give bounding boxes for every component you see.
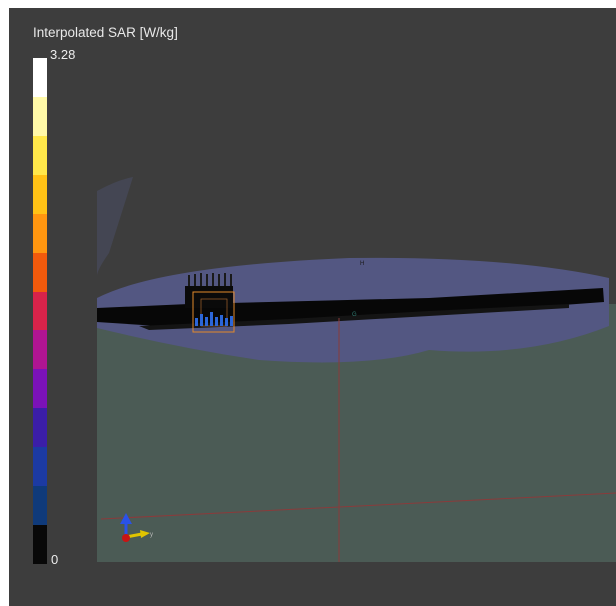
viewport-3d[interactable]: H G y Interpolated SAR [W/kg] 3.28 0 (9, 8, 616, 606)
x-axis-arrow-icon (140, 530, 150, 538)
colorbar-swatch (33, 525, 47, 564)
colorbar-swatch (33, 96, 47, 136)
colorbar-swatch (33, 369, 47, 409)
z-axis-arrow-icon (120, 513, 132, 524)
colorbar-swatch (33, 330, 47, 370)
antenna-fins (188, 273, 232, 286)
horizontal-axis-line (100, 492, 616, 520)
colorbar-swatch (33, 135, 47, 175)
colorbar-swatch (33, 252, 47, 292)
marker-g: G (352, 312, 357, 318)
legend-max-label: 3.28 (50, 47, 76, 62)
colorbar-swatch (33, 291, 47, 331)
colorbar-swatch (33, 213, 47, 253)
axis-triad[interactable]: y (120, 513, 153, 542)
ghost-model-shape (97, 177, 133, 276)
origin-icon (122, 534, 130, 542)
legend-min-label: 0 (51, 552, 59, 567)
sar-colorbar (33, 58, 47, 564)
antenna-block (185, 286, 233, 308)
axis-label-y: y (150, 532, 153, 538)
colorbar-swatch (33, 58, 47, 97)
marker-h: H (360, 261, 364, 267)
phone-slab-edge (139, 304, 569, 330)
sar-hotspots (195, 312, 233, 326)
phone-slab (97, 288, 604, 328)
sensor-inner-box (200, 298, 228, 327)
colorbar-swatch (33, 174, 47, 214)
colorbar-swatch (33, 447, 47, 487)
colorbar-swatch (33, 486, 47, 526)
legend-title: Interpolated SAR [W/kg] (33, 25, 178, 40)
sensor-bounding-box[interactable] (192, 291, 235, 333)
scene-canvas[interactable]: H G y (9, 8, 616, 606)
colorbar-swatch (33, 408, 47, 448)
